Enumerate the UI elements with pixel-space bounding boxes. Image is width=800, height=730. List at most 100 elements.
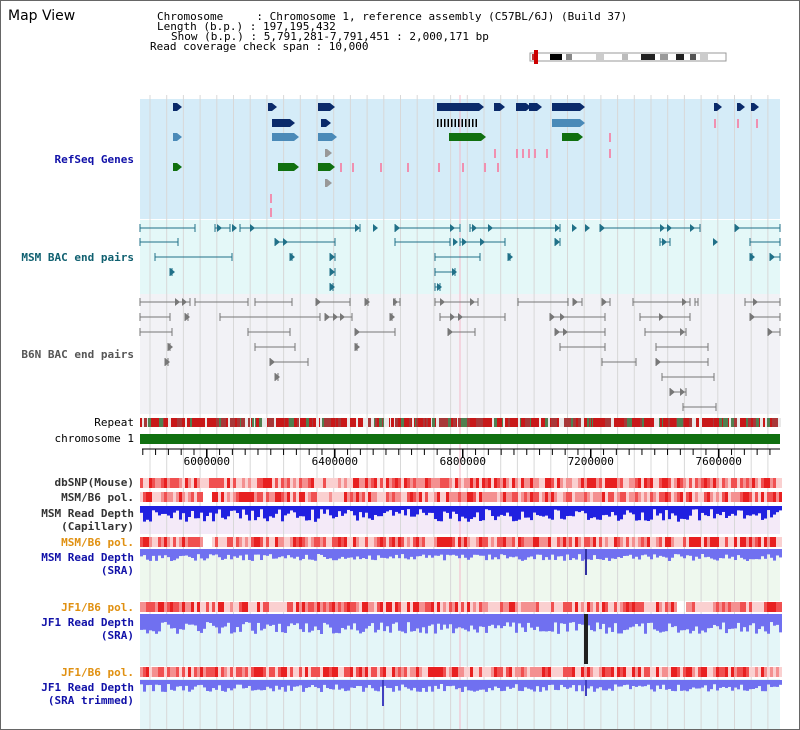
bac-end-marker — [275, 238, 280, 246]
track-label-jf1-depth-sra[interactable]: JF1 Read Depth — [41, 616, 134, 629]
track-label-dbsnp[interactable]: dbSNP(Mouse) — [54, 476, 134, 489]
jf1-pol-cell — [671, 602, 674, 612]
jf1-pol2-cell — [593, 667, 596, 677]
msm-sra-depth-bar — [503, 549, 506, 556]
msm-cap-depth-bar — [266, 506, 269, 522]
dbsnp-density-cell — [146, 478, 149, 488]
jf1-pol2-cell — [203, 667, 206, 677]
track-label-msm-pol[interactable]: MSM/B6 pol. — [61, 491, 134, 504]
msm-pol2-cell — [410, 537, 413, 547]
msm-pol-cell — [584, 492, 587, 502]
jf1-trim-depth-bar — [599, 680, 602, 688]
dbsnp-density-cell — [425, 478, 428, 488]
jf1-trim-depth-bar — [392, 680, 395, 692]
msm-pol-cell — [704, 492, 707, 502]
jf1-pol-cell — [728, 602, 731, 612]
jf1-trim-depth-bar — [437, 680, 440, 689]
jf1-sra-depth-bar — [320, 614, 323, 634]
msm-pol-cell — [524, 492, 527, 502]
jf1-sra-depth-bar — [758, 614, 761, 630]
gene-feature — [318, 103, 330, 111]
jf1-pol2-cell — [446, 667, 449, 677]
pseudo-gene — [714, 119, 716, 128]
msm-pol-cell — [464, 492, 467, 502]
jf1-trim-depth-bar — [464, 680, 467, 687]
track-label-refseq[interactable]: RefSeq Genes — [54, 153, 134, 166]
track-label-jf1-pol-2[interactable]: JF1/B6 pol. — [61, 666, 134, 679]
jf1-sra-depth-bar — [563, 614, 566, 624]
msm-pol-cell — [341, 492, 344, 502]
msm-pol-cell — [728, 492, 731, 502]
jf1-pol2-cell — [473, 667, 476, 677]
msm-sra-depth-bar — [374, 549, 377, 561]
repeat-segment — [536, 418, 539, 427]
jf1-sra-depth-bar — [329, 614, 332, 628]
track-label-msm-bac[interactable]: MSM BAC end pairs — [21, 251, 134, 264]
dbsnp-density-cell — [311, 478, 314, 488]
msm-pol2-cell — [308, 537, 311, 547]
jf1-pol-cell — [740, 602, 743, 612]
repeat-segment — [390, 418, 391, 427]
jf1-pol-cell — [512, 602, 515, 612]
msm-pol2-cell — [428, 537, 431, 547]
jf1-trim-depth-bar — [365, 680, 368, 688]
repeat-segment — [584, 418, 587, 427]
dbsnp-density-cell — [215, 478, 218, 488]
repeat-segment — [394, 418, 395, 427]
track-label-msm-depth-cap[interactable]: MSM Read Depth — [41, 507, 134, 520]
msm-pol2-cell — [674, 537, 677, 547]
show-range-info: Show (b.p.) : 5,791,281-7,791,451 : 2,00… — [171, 30, 489, 43]
msm-pol2-cell — [776, 537, 779, 547]
msm-sra-depth-bar — [683, 549, 686, 559]
pseudo-gene — [270, 208, 272, 217]
jf1-pol-cell — [263, 602, 266, 612]
track-label-msm-depth-cap-sub: (Capillary) — [61, 520, 134, 533]
repeat-segment — [147, 418, 148, 427]
msm-sra-depth-bar — [542, 549, 545, 561]
msm-pol-cell — [449, 492, 452, 502]
msm-pol2-cell — [545, 537, 548, 547]
jf1-pol-cell — [659, 602, 662, 612]
msm-cap-depth-bar — [749, 506, 752, 516]
jf1-sra-depth-bar — [248, 614, 251, 623]
jf1-sra-depth-bar — [485, 614, 488, 633]
jf1-trim-depth-bar — [410, 680, 413, 691]
msm-cap-depth-bar — [593, 506, 596, 518]
repeat-segment — [737, 418, 740, 427]
repeat-segment — [441, 418, 444, 427]
track-label-jf1-depth-trim[interactable]: JF1 Read Depth — [41, 681, 134, 694]
track-label-msm-depth-sra[interactable]: MSM Read Depth — [41, 551, 134, 564]
msm-sra-depth-bar — [146, 549, 149, 560]
msm-pol-cell — [713, 492, 716, 502]
track-label-msm-pol-2[interactable]: MSM/B6 pol. — [61, 536, 134, 549]
msm-pol-cell — [779, 492, 782, 502]
msm-sra-depth-bar — [368, 549, 371, 556]
msm-pol-cell — [281, 492, 284, 502]
bac-end-marker — [563, 328, 568, 336]
msm-sra-depth-bar — [182, 549, 185, 556]
msm-pol-cell — [701, 492, 704, 502]
track-label-jf1-pol[interactable]: JF1/B6 pol. — [61, 601, 134, 614]
msm-cap-depth-bar — [140, 506, 143, 513]
msm-sra-depth-bar — [401, 549, 404, 555]
dbsnp-density-cell — [305, 478, 308, 488]
dbsnp-density-cell — [539, 478, 542, 488]
jf1-pol-cell — [335, 602, 338, 612]
gene-arrow — [272, 103, 277, 111]
msm-sra-depth-bar — [173, 549, 176, 561]
dbsnp-density-cell — [239, 478, 242, 488]
jf1-sra-depth-bar — [641, 614, 644, 624]
track-label-b6n-bac[interactable]: B6N BAC end pairs — [21, 348, 134, 361]
jf1-sra-depth-bar — [722, 614, 725, 623]
jf1-trim-depth-bar — [482, 680, 485, 690]
jf1-trim-depth-bar — [164, 680, 167, 692]
axis-tick-label: 7600000 — [696, 455, 742, 468]
jf1-sra-depth-bar — [695, 614, 698, 627]
repeat-segment — [638, 418, 640, 427]
dbsnp-density-cell — [338, 478, 341, 488]
jf1-trim-depth-bar — [536, 680, 539, 687]
msm-pol-cell — [344, 492, 347, 502]
gene-arrow — [327, 149, 332, 157]
repeat-segment — [483, 418, 484, 427]
